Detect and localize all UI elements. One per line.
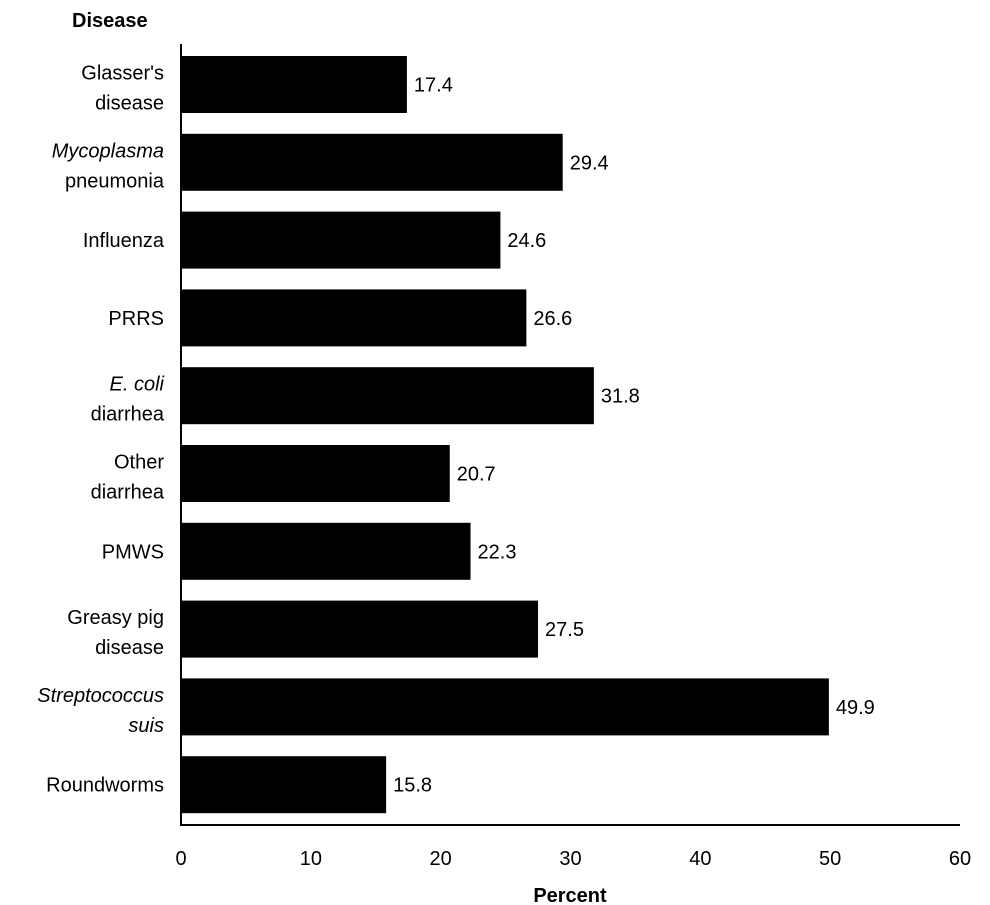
category-label-e-coli-diarrhea: E. coli diarrhea — [91, 374, 165, 426]
y-axis-title: Disease — [72, 10, 148, 32]
value-labels: 17.4 29.4 24.6 26.6 31.8 20.7 22.3 27.5 49.9 15.8 — [393, 75, 875, 797]
value-label-influenza: 24.6 — [507, 230, 546, 252]
category-label-mycoplasma-pneumonia: Mycoplasma pneumonia — [52, 140, 165, 192]
value-label-e-coli-diarrhea: 31.8 — [601, 386, 640, 408]
x-tick-labels: 0 10 20 30 40 50 60 — [175, 848, 971, 870]
category-label-streptococcus-suis: Streptococcus suis — [37, 685, 164, 737]
value-label-pmws: 22.3 — [478, 541, 517, 563]
value-label-mycoplasma-pneumonia: 29.4 — [570, 152, 609, 174]
x-tick-label-10: 10 — [300, 848, 322, 870]
category-label-greasy-pig-disease: Greasy pig disease — [67, 607, 164, 659]
value-label-streptococcus-suis: 49.9 — [836, 697, 875, 719]
value-label-prrs: 26.6 — [533, 308, 572, 330]
category-label-other-diarrhea: Other diarrhea — [91, 452, 165, 504]
bar-greasy-pig-disease — [181, 600, 539, 658]
category-label-glasser-s-disease: Glasser's disease — [81, 63, 164, 115]
x-axis-title: Percent — [533, 885, 607, 905]
value-label-roundworms: 15.8 — [393, 775, 432, 797]
bar-mycoplasma-pneumonia — [181, 133, 563, 191]
bar-roundworms — [181, 756, 387, 814]
x-tick-label-0: 0 — [175, 848, 186, 870]
category-label-roundworms: Roundworms — [46, 775, 164, 797]
category-label-pmws: PMWS — [102, 541, 164, 563]
x-tick-label-50: 50 — [819, 848, 841, 870]
category-label-influenza: Influenza — [83, 230, 165, 252]
value-label-other-diarrhea: 20.7 — [457, 464, 496, 486]
bar-glasser-s-disease — [181, 56, 407, 113]
x-tick-label-30: 30 — [559, 848, 581, 870]
bar-pmws — [181, 522, 471, 580]
value-label-greasy-pig-disease: 27.5 — [545, 619, 584, 641]
bar-e-coli-diarrhea — [181, 367, 594, 425]
value-label-glasser-s-disease: 17.4 — [414, 75, 453, 97]
bar-influenza — [181, 211, 501, 269]
category-labels: Glasser's disease Mycoplasma pneumonia Influ… — [37, 63, 165, 797]
bar-prrs — [181, 289, 527, 347]
bar-other-diarrhea — [181, 445, 450, 502]
category-label-prrs: PRRS — [108, 308, 164, 330]
x-tick-label-20: 20 — [430, 848, 452, 870]
x-tick-label-60: 60 — [949, 848, 971, 870]
bars-group — [181, 56, 829, 814]
bar-streptococcus-suis — [181, 678, 829, 736]
x-tick-label-40: 40 — [689, 848, 711, 870]
